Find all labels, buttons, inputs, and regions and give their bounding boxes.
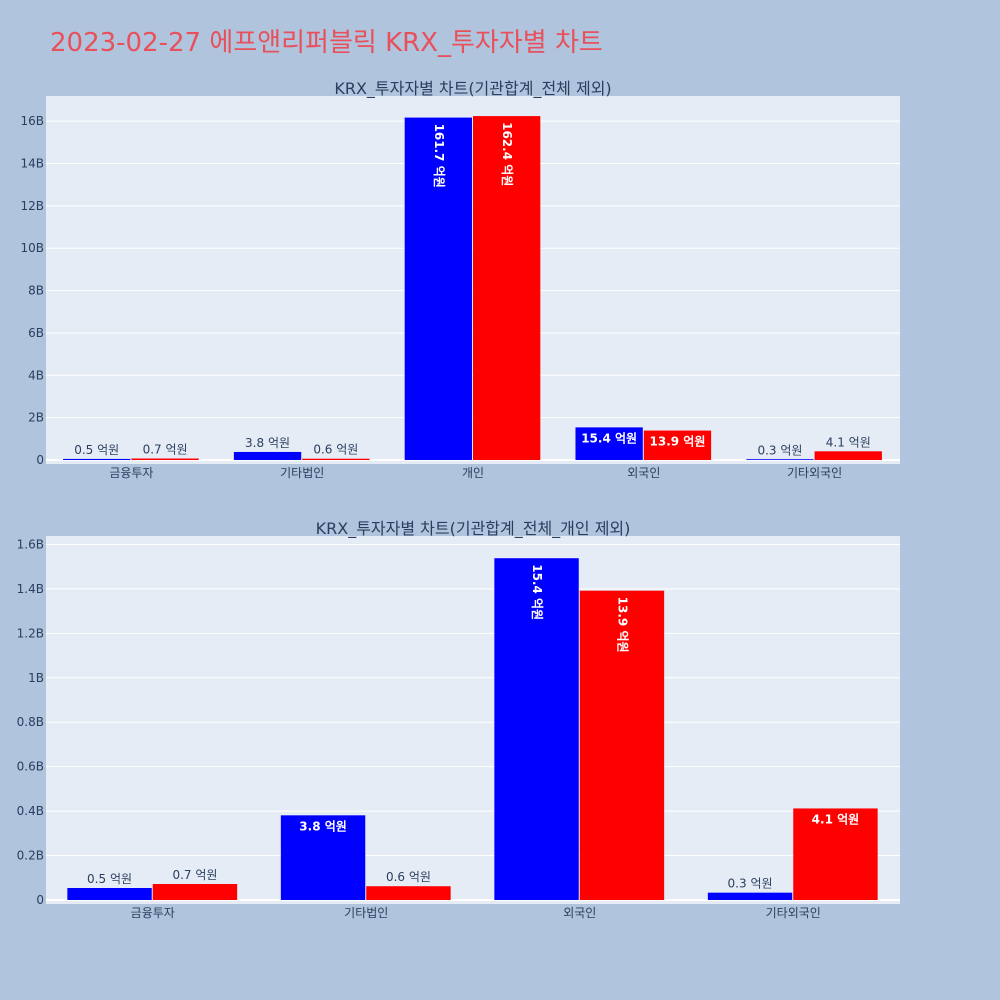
y-tick-label: 0.4B	[17, 804, 44, 818]
x-tick-label: 외국인	[627, 466, 660, 480]
page-title: 2023-02-27 에프앤리퍼블릭 KRX_투자자별 차트	[50, 28, 603, 58]
x-tick-label: 기타외국인	[787, 466, 842, 480]
y-tick-label: 16B	[20, 114, 44, 128]
bar-label: 161.7 억원	[432, 124, 446, 188]
bar	[494, 558, 579, 900]
bar	[473, 116, 541, 460]
bar-label: 0.5 억원	[74, 443, 119, 457]
y-tick-label: 1.2B	[17, 626, 44, 640]
bar	[404, 117, 472, 460]
bar-label: 0.6 억원	[386, 870, 431, 884]
bar-label: 4.1 억원	[812, 812, 860, 826]
bar	[814, 451, 882, 460]
y-tick-label: 14B	[20, 157, 44, 171]
bar	[579, 590, 665, 900]
bar	[280, 815, 366, 900]
bar-label: 0.6 억원	[313, 443, 358, 457]
bar-label: 3.8 억원	[299, 819, 347, 833]
plot-area	[46, 536, 900, 904]
x-tick-label: 개인	[462, 466, 484, 480]
y-tick-label: 0	[36, 893, 44, 907]
bar-label: 0.7 억원	[172, 868, 217, 882]
bar	[63, 458, 131, 460]
x-tick-label: 금융투자	[131, 906, 175, 920]
bar	[67, 888, 152, 900]
bar	[643, 430, 712, 460]
bar	[233, 451, 302, 460]
bar	[366, 886, 451, 900]
bar	[793, 808, 878, 900]
y-tick-label: 12B	[20, 199, 44, 213]
bar-label: 3.8 억원	[245, 436, 290, 450]
chart-title: KRX_투자자별 차트(기관합계_전체_개인 제외)	[316, 519, 631, 539]
y-tick-label: 0.2B	[17, 849, 44, 863]
x-tick-label: 기타법인	[280, 466, 324, 480]
y-tick-label: 10B	[20, 241, 44, 255]
bar	[707, 892, 793, 900]
bar-label: 0.5 억원	[87, 872, 132, 886]
bar-label: 162.4 억원	[500, 122, 514, 186]
bar-label: 15.4 억원	[581, 431, 637, 445]
bar-label: 15.4 억원	[530, 564, 544, 620]
bar-label: 13.9 억원	[615, 597, 629, 653]
y-tick-label: 1B	[28, 671, 44, 685]
x-tick-label: 외국인	[563, 906, 596, 920]
bar-label: 0.3 억원	[757, 443, 802, 457]
bar-label: 4.1 억원	[826, 435, 871, 449]
chart-2: KRX_투자자별 차트(기관합계_전체_개인 제외) 0 0.2B 0.4B 0.6B 0…	[17, 519, 900, 920]
x-tick-label: 금융투자	[109, 466, 153, 480]
x-tick-label: 기타법인	[344, 906, 388, 920]
y-tick-label: 1.6B	[17, 537, 44, 551]
bar-label: 0.7 억원	[143, 443, 188, 457]
y-tick-label: 6B	[28, 326, 44, 340]
chart-1: KRX_투자자별 차트(기관합계_전체 제외) 0 2B 4B 6B 8B 10B 12B 14…	[20, 79, 900, 480]
y-tick-label: 2B	[28, 411, 44, 425]
chart-title: KRX_투자자별 차트(기관합계_전체 제외)	[334, 79, 611, 99]
x-tick-label: 기타외국인	[766, 906, 821, 920]
bar	[131, 458, 199, 460]
y-tick-label: 4B	[28, 368, 44, 382]
bar-label: 0.3 억원	[728, 877, 773, 891]
bar-label: 13.9 억원	[650, 435, 706, 449]
bar	[152, 884, 238, 900]
bar	[575, 427, 643, 460]
y-tick-label: 8B	[28, 284, 44, 298]
y-tick-label: 0.6B	[17, 760, 44, 774]
bar	[746, 459, 814, 460]
y-tick-label: 0	[36, 453, 44, 467]
bar	[302, 458, 370, 460]
y-tick-label: 0.8B	[17, 715, 44, 729]
y-tick-label: 1.4B	[17, 582, 44, 596]
